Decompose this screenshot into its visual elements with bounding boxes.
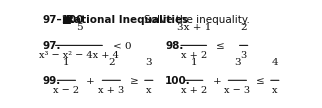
Text: 4: 4 [271,58,278,67]
Text: x + 2: x + 2 [181,51,207,60]
Text: 97–100: 97–100 [43,15,84,25]
Text: x: x [272,86,278,95]
Text: x − 2: x − 2 [53,86,80,95]
Text: ≥: ≥ [129,77,138,86]
Text: 3: 3 [146,58,152,67]
Text: 98.: 98. [165,41,184,51]
Text: +: + [213,77,222,86]
Text: 2: 2 [240,23,247,32]
Text: 100.: 100. [165,76,191,86]
Text: 1: 1 [190,58,197,67]
Text: Rational Inequalities: Rational Inequalities [66,15,188,25]
Text: 5: 5 [76,23,82,32]
Text: 3x + 1: 3x + 1 [176,23,211,32]
Text: 99.: 99. [43,76,61,86]
Text: Solve the inequality.: Solve the inequality. [144,15,250,25]
Text: 2: 2 [108,58,115,67]
Text: x − 3: x − 3 [224,86,251,95]
Text: ≤: ≤ [255,77,264,86]
Text: 1: 1 [63,58,70,67]
Text: 97.: 97. [43,41,61,51]
Text: x + 3: x + 3 [98,86,125,95]
Text: x: x [146,86,152,95]
Text: ≤: ≤ [215,42,224,51]
Text: x + 2: x + 2 [181,86,207,95]
Text: < 0: < 0 [113,42,131,51]
Text: ■: ■ [61,15,71,25]
Text: 3: 3 [241,51,247,60]
Text: 3: 3 [234,58,241,67]
Text: +: + [86,77,95,86]
Text: x³ − x² − 4x + 4: x³ − x² − 4x + 4 [39,51,119,60]
